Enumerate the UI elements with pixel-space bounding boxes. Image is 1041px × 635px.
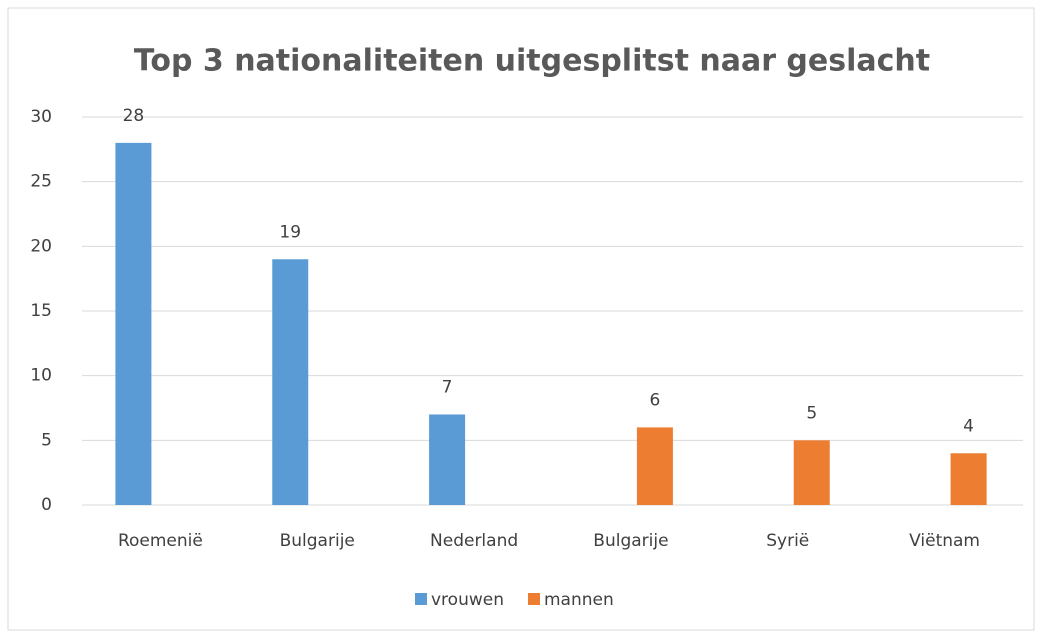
legend-label: mannen bbox=[544, 590, 614, 610]
chart-border bbox=[7, 7, 1035, 631]
legend-swatch bbox=[528, 593, 540, 605]
data-label: 7 bbox=[442, 377, 453, 397]
y-tick-label: 0 bbox=[41, 495, 52, 515]
data-label: 28 bbox=[123, 106, 145, 126]
legend-swatch bbox=[415, 593, 427, 605]
x-tick-label: Roemenië bbox=[118, 531, 203, 551]
y-tick-label: 30 bbox=[30, 107, 52, 127]
y-tick-label: 25 bbox=[30, 172, 52, 192]
data-label: 5 bbox=[806, 403, 817, 423]
y-tick-label: 10 bbox=[30, 366, 52, 386]
data-label: 4 bbox=[963, 416, 974, 436]
x-tick-label: Bulgarije bbox=[593, 531, 668, 551]
bar bbox=[636, 427, 673, 505]
data-label: 19 bbox=[279, 222, 301, 242]
y-tick-label: 20 bbox=[30, 236, 52, 256]
data-label: 6 bbox=[650, 390, 661, 410]
y-tick-label: 5 bbox=[41, 430, 52, 450]
x-tick-label: Nederland bbox=[430, 531, 518, 551]
bar bbox=[115, 142, 152, 505]
chart-title: Top 3 nationaliteiten uitgesplitst naar … bbox=[134, 44, 930, 79]
legend-label: vrouwen bbox=[431, 590, 504, 610]
x-tick-label: Viëtnam bbox=[909, 531, 980, 551]
bar bbox=[429, 414, 466, 505]
y-tick-label: 15 bbox=[30, 301, 52, 321]
bar bbox=[950, 453, 987, 505]
bar bbox=[793, 440, 830, 505]
bar bbox=[272, 259, 309, 505]
x-tick-label: Bulgarije bbox=[280, 531, 355, 551]
x-tick-label: Syrië bbox=[766, 531, 809, 551]
